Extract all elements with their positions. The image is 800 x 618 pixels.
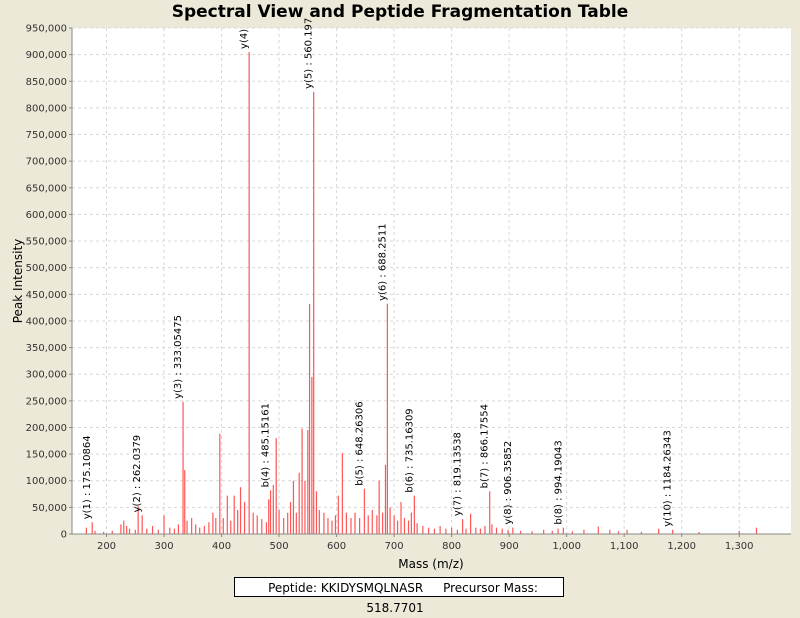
peak-annotation: y(2) : 262.0379: [132, 435, 143, 513]
peak-annotation: y(10) : 1184.26343: [663, 430, 674, 527]
y-tick-label: 50,000: [32, 503, 67, 514]
y-ticks: 0 50,000 100,000 150,000 200,000 250,000 300,0…: [26, 24, 72, 541]
x-tick-label: 700: [385, 541, 404, 552]
peak-annotation: y(6) : 688.2511: [377, 223, 388, 301]
x-tick-label: 1,200: [667, 541, 696, 552]
peak-annotation: b(4) : 485.15161: [261, 403, 272, 487]
peak-annotation: y(5) : 560.197: [304, 18, 315, 89]
y-tick-label: 200,000: [26, 423, 67, 434]
x-tick-label: 600: [327, 541, 346, 552]
peak-annotation: b(8) : 994.19043: [553, 440, 564, 524]
y-tick-label: 850,000: [26, 77, 67, 88]
y-tick-label: 900,000: [26, 50, 67, 61]
y-tick-label: 300,000: [26, 370, 67, 381]
x-tick-label: 800: [442, 541, 461, 552]
y-tick-label: 400,000: [26, 316, 67, 327]
peak-annotation: b(6) : 735.16309: [404, 408, 415, 492]
x-tick-label: 900: [500, 541, 519, 552]
y-tick-label: 350,000: [26, 343, 67, 354]
y-tick-label: 650,000: [26, 183, 67, 194]
y-tick-label: 250,000: [26, 396, 67, 407]
y-tick-label: 550,000: [26, 237, 67, 248]
peak-annotation: b(5) : 648.26306: [354, 401, 365, 485]
y-tick-label: 0: [61, 530, 67, 541]
peak-annotation: b(7) : 866.17554: [480, 404, 491, 488]
y-tick-label: 700,000: [26, 157, 67, 168]
y-tick-label: 600,000: [26, 210, 67, 221]
x-tick-label: 1,100: [610, 541, 639, 552]
y-tick-label: 150,000: [26, 450, 67, 461]
spectrum-chart: y(1) : 175.10864 y(2) : 262.0379 y(3) : 33…: [0, 0, 800, 600]
y-tick-label: 800,000: [26, 103, 67, 114]
x-tick-label: 1,300: [725, 541, 754, 552]
peak-annotation: y(8) : 906.35852: [503, 441, 514, 525]
y-tick-label: 750,000: [26, 130, 67, 141]
peak-annotation: y(1) : 175.10864: [82, 435, 93, 519]
peak-annotation: y(4): [239, 29, 250, 49]
peak-annotation: y(3) : 333.05475: [173, 315, 184, 399]
y-tick-label: 950,000: [26, 24, 67, 35]
x-tick-label: 400: [212, 541, 231, 552]
y-tick-label: 500,000: [26, 263, 67, 274]
y-tick-label: 100,000: [26, 476, 67, 487]
y-tick-label: 450,000: [26, 290, 67, 301]
x-tick-label: 200: [97, 541, 116, 552]
x-tick-label: 1,000: [552, 541, 581, 552]
peak-annotation: y(7) : 819.13538: [453, 432, 464, 516]
peptide-label: Peptide: KKIDYSMQLNASR: [268, 581, 423, 595]
x-tick-label: 500: [270, 541, 289, 552]
x-ticks: 200 300 400 500 600 700 800 900 1,000 1,100 1,200 1…: [97, 534, 754, 552]
x-tick-label: 300: [154, 541, 173, 552]
y-axis-label: Peak Intensity: [11, 239, 25, 324]
x-axis-label: Mass (m/z): [398, 557, 463, 571]
plot-area: [72, 28, 791, 534]
peptide-info-box: Peptide: KKIDYSMQLNASR Precursor Mass: 5…: [234, 577, 564, 597]
